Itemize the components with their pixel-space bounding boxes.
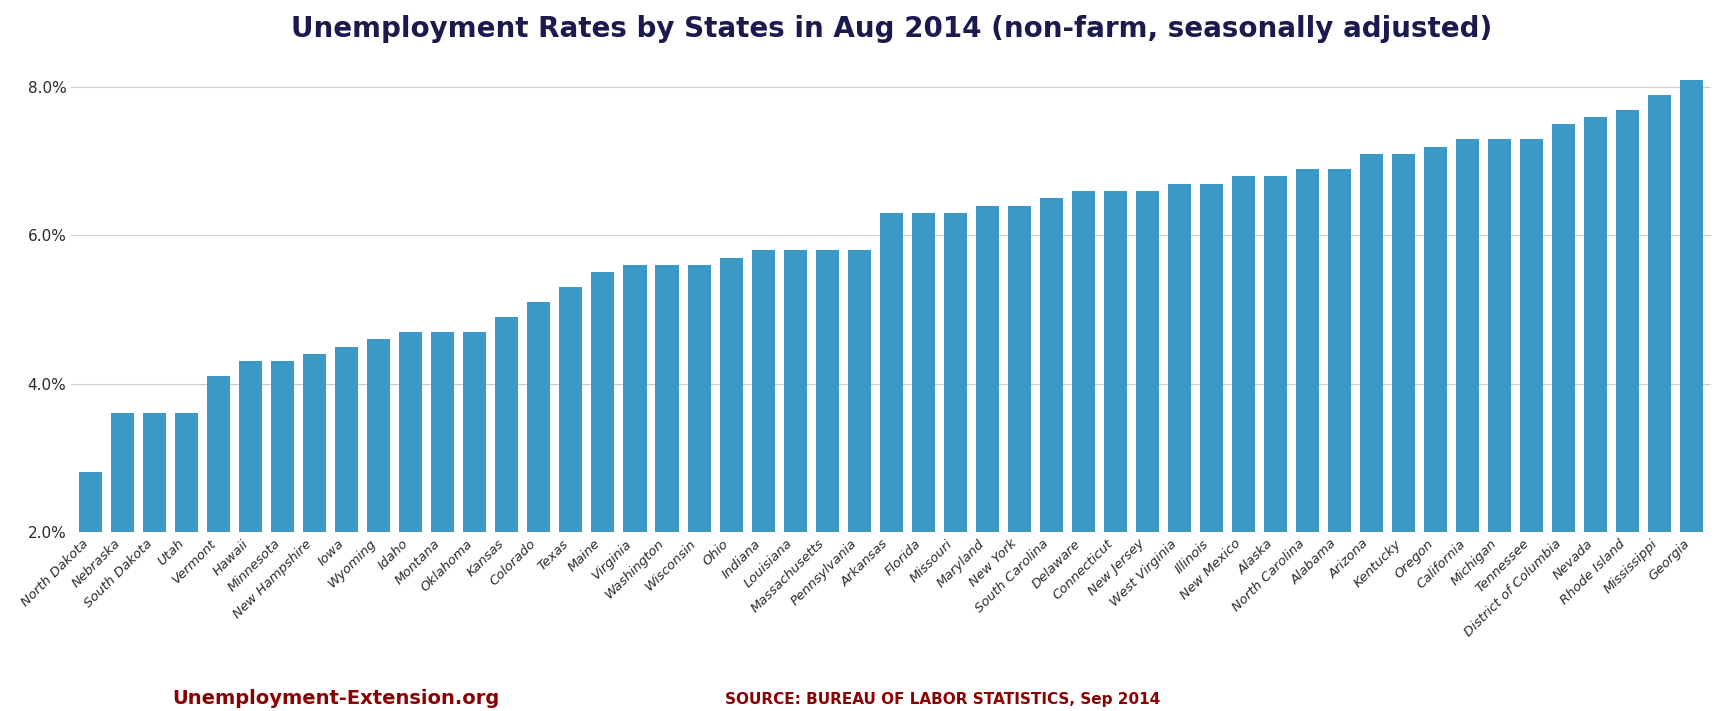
- Bar: [143, 413, 166, 532]
- Bar: [528, 302, 551, 532]
- Bar: [110, 413, 135, 532]
- Bar: [79, 472, 102, 532]
- Bar: [304, 354, 326, 532]
- Bar: [623, 265, 647, 532]
- Bar: [1169, 183, 1191, 532]
- Bar: [784, 250, 806, 532]
- Bar: [1232, 176, 1255, 532]
- Bar: [432, 332, 454, 532]
- Bar: [1072, 191, 1094, 532]
- Bar: [1360, 154, 1383, 532]
- Bar: [463, 332, 487, 532]
- Bar: [816, 250, 839, 532]
- Bar: [944, 213, 967, 532]
- Bar: [399, 332, 423, 532]
- Bar: [1424, 146, 1446, 532]
- Bar: [880, 213, 903, 532]
- Bar: [1584, 117, 1607, 532]
- Bar: [1008, 206, 1030, 532]
- Bar: [1552, 124, 1576, 532]
- Bar: [592, 272, 614, 532]
- Bar: [1488, 139, 1512, 532]
- Bar: [1648, 95, 1671, 532]
- Bar: [335, 346, 359, 532]
- Bar: [1105, 191, 1127, 532]
- Bar: [1457, 139, 1479, 532]
- Bar: [1616, 109, 1640, 532]
- Text: Unemployment-Extension.org: Unemployment-Extension.org: [173, 689, 501, 708]
- Bar: [1679, 80, 1704, 532]
- Bar: [1327, 169, 1351, 532]
- Bar: [975, 206, 999, 532]
- Bar: [271, 361, 293, 532]
- Bar: [1296, 169, 1319, 532]
- Bar: [495, 317, 518, 532]
- Bar: [1521, 139, 1543, 532]
- Bar: [207, 376, 230, 532]
- Bar: [1136, 191, 1158, 532]
- Bar: [1200, 183, 1224, 532]
- Bar: [559, 287, 582, 532]
- Bar: [1393, 154, 1415, 532]
- Bar: [368, 339, 390, 532]
- Bar: [720, 257, 742, 532]
- Bar: [1039, 198, 1063, 532]
- Text: SOURCE: BUREAU OF LABOR STATISTICS, Sep 2014: SOURCE: BUREAU OF LABOR STATISTICS, Sep …: [725, 692, 1160, 707]
- Bar: [174, 413, 198, 532]
- Bar: [751, 250, 775, 532]
- Title: Unemployment Rates by States in Aug 2014 (non-farm, seasonally adjusted): Unemployment Rates by States in Aug 2014…: [290, 15, 1491, 43]
- Bar: [847, 250, 870, 532]
- Bar: [240, 361, 262, 532]
- Bar: [656, 265, 678, 532]
- Bar: [911, 213, 935, 532]
- Bar: [687, 265, 711, 532]
- Bar: [1263, 176, 1288, 532]
